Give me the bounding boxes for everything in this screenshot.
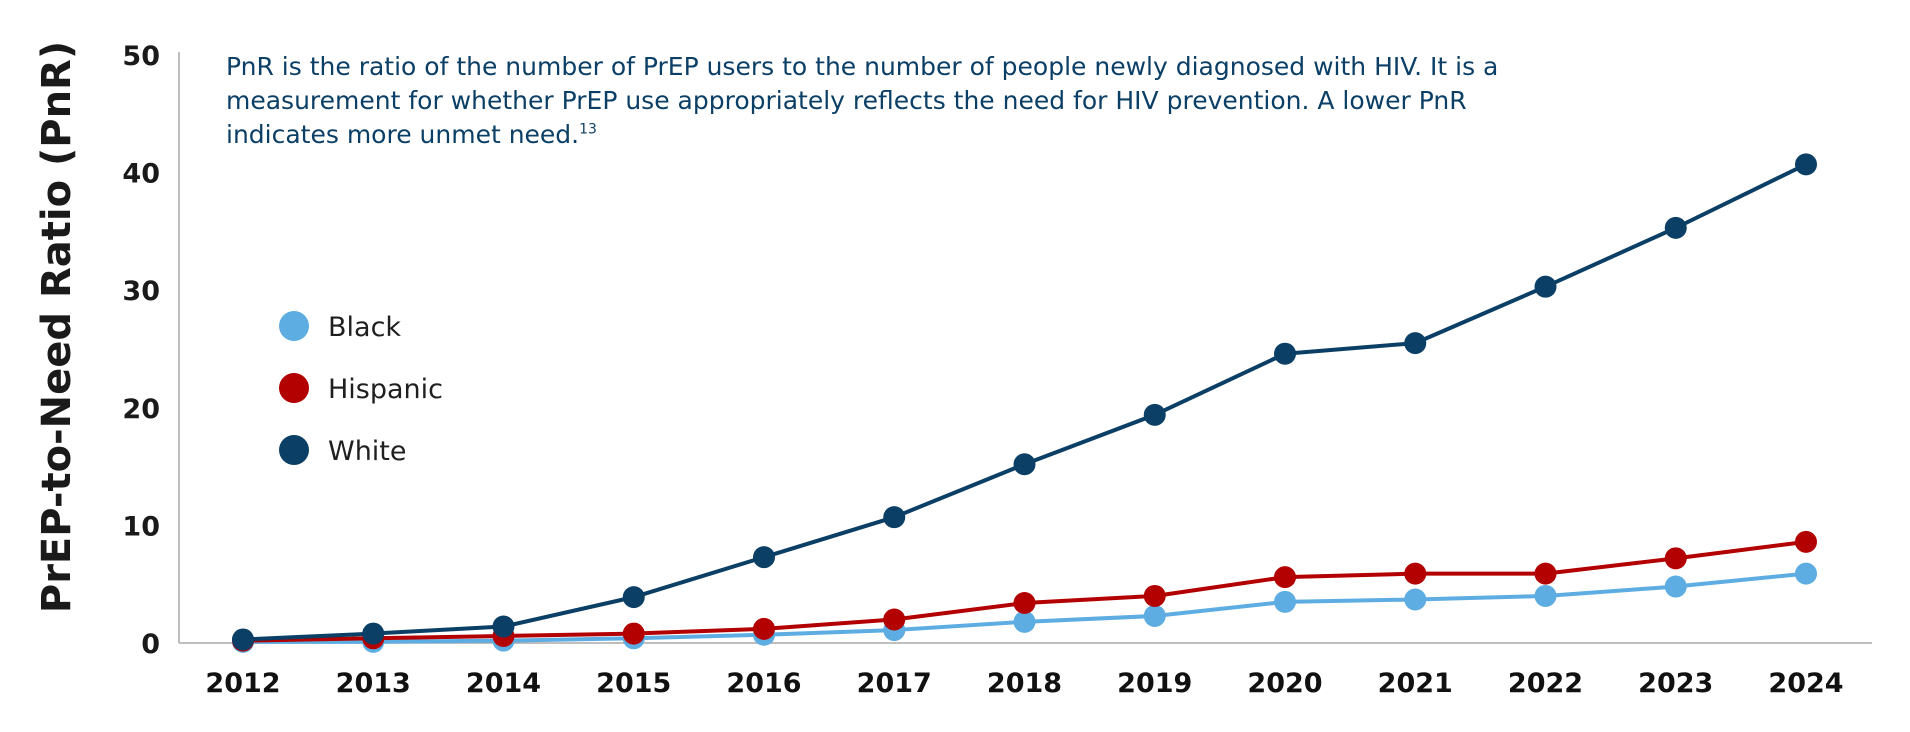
legend-marker-icon	[279, 311, 309, 341]
x-tick-label: 2018	[987, 668, 1062, 699]
data-point-marker	[1404, 588, 1427, 611]
data-point-marker	[1664, 216, 1687, 239]
legend-item-hispanic: Hispanic	[279, 373, 443, 405]
x-tick-label: 2013	[336, 668, 411, 699]
data-point-marker	[1664, 575, 1687, 598]
data-point-marker	[1404, 562, 1427, 585]
x-tick-label: 2023	[1638, 668, 1713, 699]
note-footnote: 13	[579, 121, 597, 138]
data-point-marker	[1013, 610, 1036, 633]
data-point-marker	[883, 506, 906, 529]
data-point-marker	[622, 586, 645, 609]
legend-label: Hispanic	[328, 374, 443, 405]
legend-label: Black	[328, 312, 401, 343]
x-tick-label: 2022	[1508, 668, 1583, 699]
y-tick-label: 0	[141, 629, 160, 660]
legend-label: White	[328, 436, 407, 467]
data-point-marker	[492, 615, 515, 638]
data-point-marker	[1534, 584, 1557, 607]
y-tick-label: 10	[122, 511, 160, 542]
x-tick-label: 2021	[1378, 668, 1453, 699]
data-point-marker	[1013, 453, 1036, 476]
data-point-marker	[1404, 332, 1427, 355]
data-point-marker	[1795, 530, 1817, 553]
data-point-marker	[1664, 547, 1687, 570]
x-axis-ticks: 2012 2013 2014 2015 2016 2017 2018 2019 2020 2021…	[205, 668, 1843, 699]
data-point-marker	[1274, 342, 1296, 365]
legend-item-white: White	[279, 435, 407, 467]
x-tick-label: 2015	[596, 668, 671, 699]
pnr-definition-note: PnR is the ratio of the number of PrEP u…	[226, 50, 1526, 152]
x-tick-label: 2016	[726, 668, 801, 699]
data-point-marker	[1795, 153, 1817, 176]
y-axis-title: PrEP-to-Need Ratio (PnR)	[34, 41, 80, 613]
series-lines	[232, 153, 1817, 653]
data-point-marker	[1013, 592, 1036, 615]
legend-marker-icon	[279, 435, 309, 465]
data-point-marker	[1795, 562, 1817, 585]
legend: Black Hispanic White	[279, 311, 443, 467]
x-tick-label: 2012	[205, 668, 280, 699]
y-tick-label: 20	[122, 394, 160, 425]
series-line	[242, 162, 1807, 642]
data-point-marker	[753, 546, 775, 569]
data-point-marker	[883, 608, 906, 631]
data-point-marker	[1274, 566, 1296, 589]
series-hispanic	[232, 530, 1817, 652]
data-point-marker	[753, 617, 775, 640]
legend-item-black: Black	[279, 311, 401, 343]
data-point-marker	[1534, 562, 1557, 585]
data-point-marker	[1143, 584, 1166, 607]
data-point-marker	[1534, 275, 1557, 298]
y-tick-label: 50	[122, 41, 160, 72]
x-tick-label: 2014	[466, 668, 541, 699]
data-point-marker	[1143, 403, 1166, 426]
data-point-marker	[622, 622, 645, 645]
data-point-marker	[1274, 590, 1296, 613]
x-tick-label: 2020	[1247, 668, 1322, 699]
legend-marker-icon	[279, 373, 309, 403]
data-point-marker	[362, 622, 385, 645]
data-point-marker	[1143, 604, 1166, 627]
y-axis-ticks: 0 10 20 30 40 50	[122, 41, 160, 660]
y-tick-label: 40	[122, 159, 160, 190]
x-tick-label: 2017	[857, 668, 932, 699]
y-tick-label: 30	[122, 276, 160, 307]
note-text: PnR is the ratio of the number of PrEP u…	[226, 52, 1499, 149]
series-white	[232, 153, 1817, 651]
y-axis-title-text: PrEP-to-Need Ratio (PnR)	[34, 41, 80, 613]
x-tick-label: 2019	[1117, 668, 1192, 699]
x-tick-label: 2024	[1768, 668, 1843, 699]
data-point-marker	[232, 628, 254, 651]
